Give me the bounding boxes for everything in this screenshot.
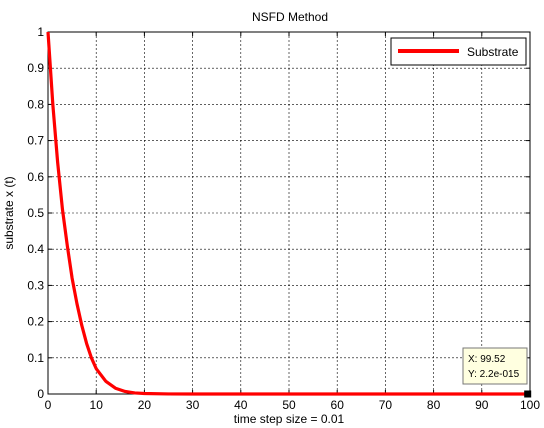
y-tick-label: 0.5 [27, 206, 44, 220]
datatip-x-text: X: 99.52 [468, 354, 506, 365]
x-tick-label: 30 [186, 398, 200, 412]
y-tick-label: 0.8 [27, 97, 44, 111]
datatip[interactable]: X: 99.52 Y: 2.2e-015 [462, 347, 532, 398]
y-tick-label: 0.9 [27, 61, 44, 75]
x-tick-label: 10 [90, 398, 104, 412]
legend-label: Substrate [467, 45, 519, 59]
x-tick-label: 0 [45, 398, 52, 412]
chart-title: NSFD Method [252, 10, 328, 24]
x-tick-label: 40 [234, 398, 248, 412]
x-tick-label: 50 [282, 398, 296, 412]
y-axis-label: substrate x (t) [2, 176, 16, 249]
y-tick-label: 0 [37, 387, 44, 401]
y-tick-label: 1 [37, 25, 44, 39]
x-tick-label: 80 [427, 398, 441, 412]
axis-ticks: 0 10 20 30 40 50 60 70 80 90 100 0 0.1 0.2 0.3 0.4 0.5 0.… [27, 25, 540, 412]
x-tick-label: 70 [379, 398, 393, 412]
grid [48, 32, 530, 394]
y-tick-label: 0.6 [27, 170, 44, 184]
legend: Substrate [390, 37, 527, 66]
datatip-y-text: Y: 2.2e-015 [468, 369, 520, 380]
x-axis-label: time step size = 0.01 [234, 412, 345, 426]
series-layer [46, 31, 528, 396]
y-tick-label: 0.1 [27, 351, 44, 365]
datatip-box [462, 347, 528, 385]
x-tick-label: 100 [520, 398, 540, 412]
y-tick-label: 0.4 [27, 242, 44, 256]
y-tick-label: 0.2 [27, 315, 44, 329]
series-line-substrate [46, 31, 528, 396]
datatip-marker[interactable] [524, 390, 532, 398]
x-tick-label: 20 [138, 398, 152, 412]
y-tick-label: 0.3 [27, 278, 44, 292]
x-tick-label: 60 [331, 398, 345, 412]
y-tick-label: 0.7 [27, 134, 44, 148]
x-tick-label: 90 [475, 398, 489, 412]
